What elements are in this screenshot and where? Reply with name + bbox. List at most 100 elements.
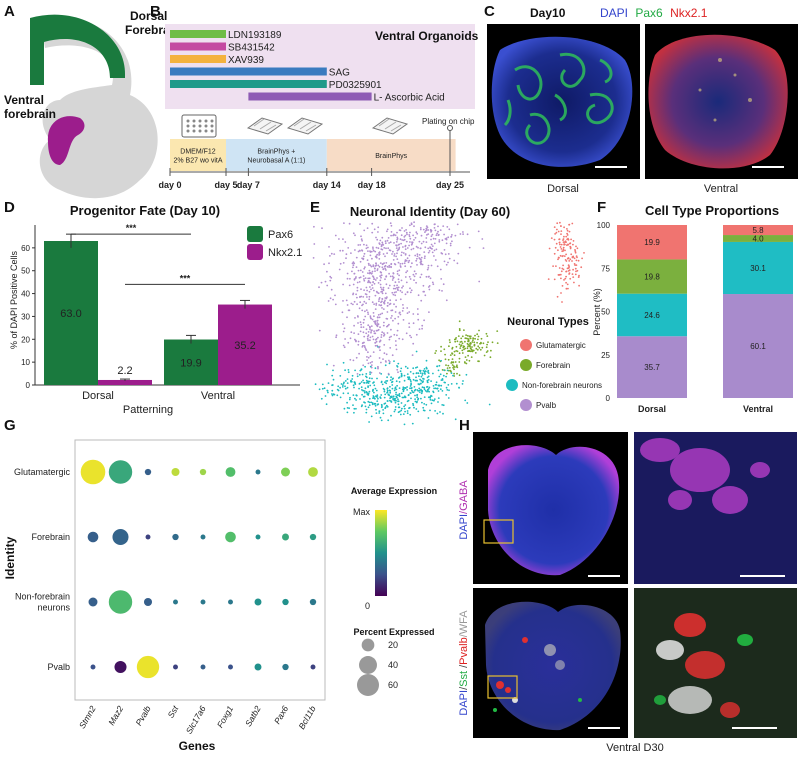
umap-point-glutamatergic: [571, 273, 574, 275]
bar-value-label: 35.2: [234, 340, 255, 352]
umap-point-pvalb: [393, 242, 395, 244]
panel-g: G Identity Genes GlutamatergicForebrainN…: [3, 417, 437, 753]
legend-label-non-forebrain-neurons: Non-forebrain neurons: [522, 381, 602, 390]
umap-point-non-forebrain-neurons: [439, 373, 442, 376]
umap-point-non-forebrain-neurons: [331, 384, 333, 387]
umap-point-pvalb: [395, 247, 398, 250]
umap-point-pvalb: [409, 231, 411, 234]
umap-point-non-forebrain-neurons: [364, 387, 367, 390]
umap-point-non-forebrain-neurons: [346, 401, 348, 404]
umap-point-non-forebrain-neurons: [417, 410, 420, 413]
umap-point-glutamatergic: [560, 243, 563, 246]
umap-point-non-forebrain-neurons: [363, 381, 365, 384]
umap-point-pvalb: [386, 239, 389, 242]
treatment-bar: [170, 67, 327, 76]
umap-point-glutamatergic: [566, 257, 569, 260]
dorsal-forebrain-region: [30, 14, 126, 85]
umap-point-glutamatergic: [573, 257, 576, 260]
y-tick-label: 60: [21, 244, 30, 253]
umap-point-pvalb: [359, 321, 362, 324]
umap-point-non-forebrain-neurons: [424, 389, 427, 392]
umap-point-pvalb: [403, 262, 406, 265]
umap-point-glutamatergic: [555, 231, 558, 234]
umap-point-pvalb: [411, 241, 413, 244]
panel-d: D Progenitor Fate (Day 10) % of DAPI Pos…: [4, 199, 302, 416]
umap-point-pvalb: [368, 298, 371, 301]
umap-point-pvalb: [313, 243, 316, 245]
umap-point-non-forebrain-neurons: [337, 385, 340, 388]
umap-point-non-forebrain-neurons: [375, 408, 377, 411]
umap-point-pvalb: [427, 229, 430, 231]
umap-point-pvalb: [365, 332, 368, 335]
umap-point-pvalb: [416, 253, 419, 256]
umap-point-non-forebrain-neurons: [373, 384, 376, 387]
umap-point-pvalb: [451, 240, 453, 243]
umap-point-glutamatergic: [575, 245, 577, 248]
umap-point-non-forebrain-neurons: [430, 402, 433, 405]
umap-point-pvalb: [369, 271, 372, 274]
umap-point-non-forebrain-neurons: [359, 369, 362, 372]
umap-point-pvalb: [421, 327, 423, 330]
umap-point-non-forebrain-neurons: [446, 369, 449, 372]
medium-label: Neurobasal A (1:1): [247, 158, 305, 165]
umap-point-pvalb: [404, 276, 407, 278]
umap-point-glutamatergic: [563, 226, 565, 229]
umap-point-non-forebrain-neurons: [380, 380, 383, 383]
expression-dot: [145, 534, 151, 540]
umap-point-pvalb: [361, 249, 363, 252]
medium-label: BrainPhys: [375, 153, 407, 160]
umap-point-pvalb: [377, 328, 380, 331]
umap-point-pvalb: [412, 322, 415, 325]
umap-point-forebrain: [476, 348, 479, 351]
umap-point-pvalb: [395, 241, 398, 243]
umap-point-pvalb: [428, 275, 430, 278]
umap-point-pvalb: [429, 277, 432, 280]
umap-point-forebrain: [451, 358, 454, 360]
stain-dapi: DAPI: [458, 514, 470, 540]
umap-point-pvalb: [393, 253, 396, 255]
umap-point-pvalb: [379, 349, 381, 352]
umap-point-non-forebrain-neurons: [414, 394, 416, 397]
umap-point-non-forebrain-neurons: [374, 387, 377, 390]
umap-point-pvalb: [407, 261, 410, 264]
dotplot-gene-label: Foxg1: [215, 704, 236, 730]
umap-point-glutamatergic: [576, 247, 579, 250]
umap-point-pvalb: [387, 372, 390, 375]
umap-point-pvalb: [378, 304, 381, 306]
umap-point-pvalb: [374, 308, 377, 310]
umap-point-pvalb: [424, 255, 426, 258]
umap-point-non-forebrain-neurons: [437, 397, 440, 399]
umap-point-non-forebrain-neurons: [442, 412, 444, 415]
umap-point-non-forebrain-neurons: [378, 410, 381, 413]
x-category-label: Dorsal: [638, 404, 666, 414]
umap-point-pvalb: [381, 307, 383, 309]
umap-point-pvalb: [404, 253, 407, 256]
umap-point-glutamatergic: [575, 270, 577, 273]
umap-point-pvalb: [369, 286, 371, 288]
umap-point-pvalb: [368, 295, 371, 298]
chart-d-plot: 010203040506063.02.2Dorsal19.935.2Ventra…: [21, 223, 300, 402]
umap-point-forebrain: [465, 334, 467, 336]
stain-dapi: DAPI: [600, 6, 628, 20]
umap-point-forebrain: [453, 350, 456, 353]
umap-point-pvalb: [385, 247, 387, 250]
umap-point-pvalb: [454, 234, 457, 237]
umap-point-forebrain: [464, 340, 466, 343]
size-legend-dot: [361, 638, 375, 652]
umap-point-glutamatergic: [562, 246, 565, 249]
umap-point-pvalb: [342, 300, 344, 302]
umap-point-glutamatergic: [550, 237, 553, 240]
umap-point-non-forebrain-neurons: [437, 401, 439, 403]
umap-point-non-forebrain-neurons: [368, 404, 371, 407]
umap-point-non-forebrain-neurons: [392, 395, 395, 398]
expression-dot: [254, 663, 262, 671]
umap-point-non-forebrain-neurons: [385, 382, 388, 385]
umap-point-non-forebrain-neurons: [365, 373, 368, 375]
umap-point-forebrain: [448, 345, 450, 348]
umap-point-pvalb: [430, 238, 432, 241]
umap-point-pvalb: [434, 223, 436, 226]
umap-point-non-forebrain-neurons: [389, 391, 392, 394]
umap-point-glutamatergic: [577, 259, 580, 262]
umap-point-pvalb: [369, 315, 372, 318]
